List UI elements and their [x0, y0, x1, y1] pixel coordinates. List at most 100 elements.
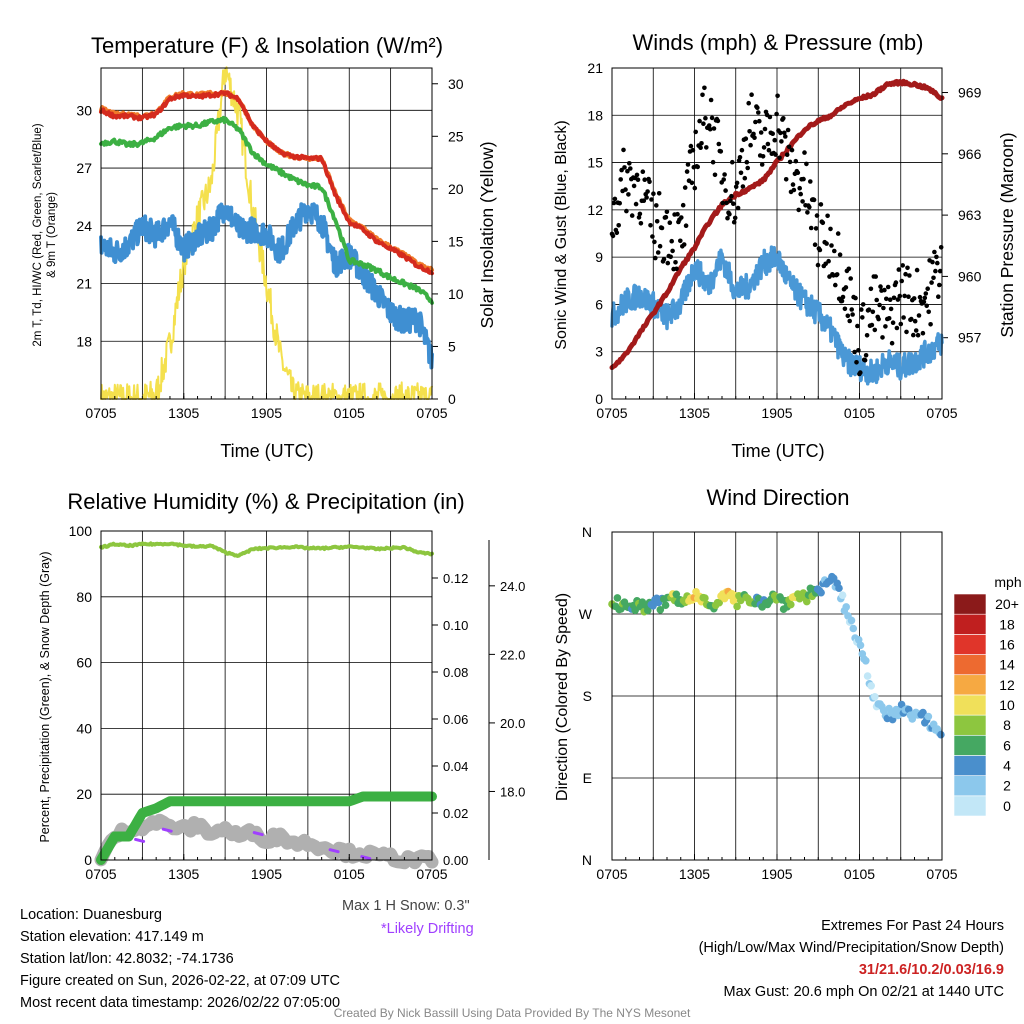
- rh-panel-title: Relative Humidity (%) & Precipitation (i…: [67, 489, 464, 514]
- gust-point: [722, 172, 727, 177]
- precip-ytick-label: 0.06: [443, 712, 468, 727]
- gust-point: [937, 282, 942, 288]
- gust-point: [725, 215, 730, 221]
- gust-point: [659, 225, 665, 231]
- gust-point: [720, 200, 725, 206]
- gust-point: [737, 155, 743, 160]
- gust-point: [801, 176, 806, 182]
- gust-point: [622, 165, 627, 170]
- gust-point: [730, 159, 735, 165]
- gust-point: [905, 265, 910, 271]
- gust-point: [700, 92, 705, 98]
- gust-point: [765, 141, 771, 147]
- gust-point: [911, 296, 917, 301]
- dir-ylabel-left: Direction (Colored By Speed): [554, 593, 571, 801]
- gust-point: [702, 85, 707, 91]
- gust-point: [798, 191, 803, 197]
- gust-point: [876, 316, 881, 322]
- gust-point: [644, 195, 649, 200]
- gust-point: [629, 213, 635, 218]
- snow-depth-line: [94, 813, 439, 870]
- gust-point: [935, 260, 940, 266]
- gust-point: [626, 192, 631, 197]
- gust-point: [777, 155, 782, 161]
- gust-point: [858, 370, 863, 375]
- gust-point: [896, 267, 902, 272]
- gust-point: [685, 162, 691, 167]
- wind-ytick-label: 21: [587, 60, 603, 76]
- gust-point: [753, 119, 758, 125]
- rh-ytick-label: 40: [76, 720, 92, 736]
- gust-point: [850, 312, 855, 317]
- gust-point: [618, 177, 623, 182]
- gust-point: [679, 215, 684, 220]
- gust-point: [761, 145, 767, 150]
- dir-xtick-label: 1905: [761, 866, 792, 882]
- gust-point: [745, 165, 750, 171]
- precip-ytick-label: 0.02: [443, 806, 468, 821]
- gust-point: [635, 177, 641, 182]
- gust-point: [752, 135, 757, 140]
- rh-xtick-label: 0705: [416, 866, 447, 882]
- gust-point: [774, 111, 779, 117]
- gust-point: [624, 208, 629, 214]
- gust-point: [709, 115, 715, 121]
- direction-point: [937, 730, 945, 739]
- gust-point: [832, 248, 837, 254]
- gust-point: [746, 100, 751, 106]
- gust-point: [855, 323, 860, 329]
- gust-point: [697, 118, 702, 124]
- gust-point: [731, 201, 736, 206]
- colorbar-swatch: [953, 634, 987, 655]
- gust-point: [637, 211, 643, 217]
- gust-point: [783, 177, 789, 182]
- colorbar-swatch: [953, 795, 987, 817]
- gust-point: [912, 318, 918, 324]
- gust-point: [786, 144, 792, 150]
- temp-xlabel: Time (UTC): [220, 441, 313, 461]
- dir-ytick-label: W: [579, 606, 593, 622]
- wind-ytick-label: 18: [587, 107, 603, 123]
- gust-point: [873, 274, 878, 279]
- gust-point: [817, 247, 823, 253]
- gust-point: [681, 242, 687, 247]
- temp-ytick-right-label: 30: [448, 76, 464, 92]
- gust-point: [814, 213, 820, 218]
- gust-point: [843, 285, 849, 290]
- colorbar-title: mph: [994, 574, 1021, 590]
- direction-point: [787, 600, 795, 609]
- drifting-mark: [161, 827, 173, 833]
- temp-panel-title: Temperature (F) & Insolation (W/m²): [91, 33, 443, 58]
- gust-point: [654, 219, 660, 224]
- gust-point: [796, 207, 801, 213]
- sonic-wind-line: [610, 245, 944, 386]
- gust-point: [925, 286, 930, 292]
- wind-ytick-right-label: 966: [958, 146, 982, 162]
- gust-point: [882, 287, 887, 293]
- temp-ytick-right-label: 25: [448, 128, 464, 144]
- gust-point: [779, 139, 784, 144]
- gust-point: [889, 340, 895, 346]
- wind-ytick-right-label: 960: [958, 268, 982, 284]
- gust-point: [751, 131, 756, 137]
- gust-point: [852, 349, 857, 355]
- gust-point: [916, 313, 922, 318]
- wind-ylabel-left: Sonic Wind & Gust (Blue, Black): [553, 120, 570, 349]
- temp-xtick-label: 0705: [85, 405, 116, 421]
- gust-point: [704, 145, 709, 150]
- gust-point: [815, 262, 821, 268]
- gust-point: [716, 141, 722, 147]
- gust-point: [808, 179, 813, 184]
- info-recent: Most recent data timestamp: 2026/02/22 0…: [20, 995, 341, 1011]
- gust-point: [826, 258, 831, 264]
- gust-point: [874, 297, 879, 303]
- gust-point: [837, 252, 843, 257]
- gust-point: [721, 177, 726, 182]
- gust-point: [623, 187, 628, 192]
- direction-point: [661, 601, 670, 609]
- colorbar-swatch: [953, 654, 987, 676]
- gust-point: [738, 170, 744, 176]
- gust-point: [636, 215, 642, 220]
- gust-point: [825, 213, 830, 219]
